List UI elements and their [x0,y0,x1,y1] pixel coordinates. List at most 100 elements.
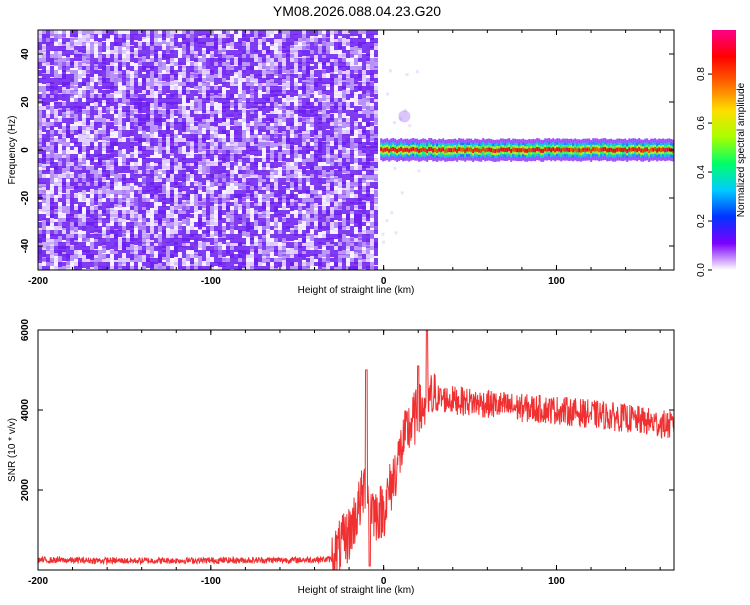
noise-cell [262,158,266,163]
noise-cell [290,142,294,149]
noise-cell [230,110,234,117]
noise-cell [346,214,350,220]
noise-cell [330,54,334,59]
noise-cell [334,38,338,45]
noise-cell [114,106,118,113]
noise-cell [138,246,142,250]
noise-cell [250,78,254,86]
noise-cell [98,98,102,103]
noise-cell [314,158,318,164]
noise-cell [254,82,258,87]
noise-cell [78,246,82,253]
noise-cell [134,174,138,178]
noise-cell [322,214,326,218]
noise-cell [58,182,62,187]
noise-cell [166,114,170,119]
noise-cell [366,258,370,264]
noise-cell [202,114,206,119]
noise-cell [218,222,222,226]
noise-cell [226,66,230,72]
noise-cell [250,242,254,249]
noise-cell [190,142,194,149]
noise-cell [122,198,126,205]
noise-cell [226,154,230,162]
noise-cell [74,110,78,114]
noise-cell [198,206,202,210]
noise-cell [118,146,122,152]
noise-cell [322,46,326,52]
noise-cell [130,70,134,77]
noise-cell [162,250,166,257]
noise-cell [134,134,138,141]
noise-cell [302,262,306,269]
noise-cell [86,82,90,89]
noise-cell [246,178,250,185]
noise-cell [82,206,86,210]
noise-cell [310,226,314,230]
noise-cell [98,194,102,199]
noise-cell [158,222,162,226]
noise-cell [326,214,330,222]
noise-cell [186,242,190,248]
noise-cell [58,258,62,265]
noise-cell [290,194,294,199]
noise-cell [138,158,142,162]
noise-cell [130,258,134,262]
noise-cell [326,254,330,261]
noise-cell [350,34,354,39]
noise-cell [182,170,186,177]
noise-cell [146,158,150,163]
noise-cell [186,74,190,78]
noise-cell [210,222,214,228]
noise-cell [82,194,86,201]
noise-cell [286,178,290,185]
noise-cell [234,94,238,100]
noise-cell [50,138,54,145]
noise-cell [258,190,262,194]
noise-cell [202,254,206,261]
noise-cell [126,150,130,158]
noise-cell [326,110,330,114]
noise-cell [214,142,218,146]
noise-cell [206,246,210,251]
noise-cell [186,206,190,211]
noise-cell [270,70,274,76]
noise-cell [246,102,250,109]
noise-cell [230,202,234,206]
noise-cell [90,30,94,35]
noise-cell [190,30,194,38]
noise-cell [366,206,370,212]
noise-cell [298,174,302,178]
noise-cell [266,30,270,37]
noise-cell [62,250,66,257]
noise-cell [218,122,222,126]
noise-cell [242,82,246,90]
noise-cell [214,210,218,215]
noise-cell [266,234,270,242]
noise-cell [178,190,182,195]
noise-cell [42,122,46,127]
noise-cell [226,42,230,46]
noise-cell [298,82,302,88]
noise-cell [302,62,306,66]
noise-cell [230,206,234,213]
noise-cell [46,266,50,270]
noise-cell [262,70,266,76]
noise-cell [74,38,78,44]
noise-cell [142,154,146,159]
noise-cell [202,62,206,69]
noise-cell [78,30,82,34]
noise-cell [98,238,102,246]
noise-cell [70,146,74,150]
noise-cell [54,206,58,212]
noise-cell [58,226,62,230]
noise-cell [294,34,298,41]
noise-cell [94,238,98,243]
noise-cell [138,114,142,121]
noise-cell [214,90,218,95]
noise-cell [342,242,346,250]
noise-cell [306,90,310,98]
noise-cell [282,134,286,142]
noise-cell [294,214,298,219]
noise-cell [342,146,346,153]
